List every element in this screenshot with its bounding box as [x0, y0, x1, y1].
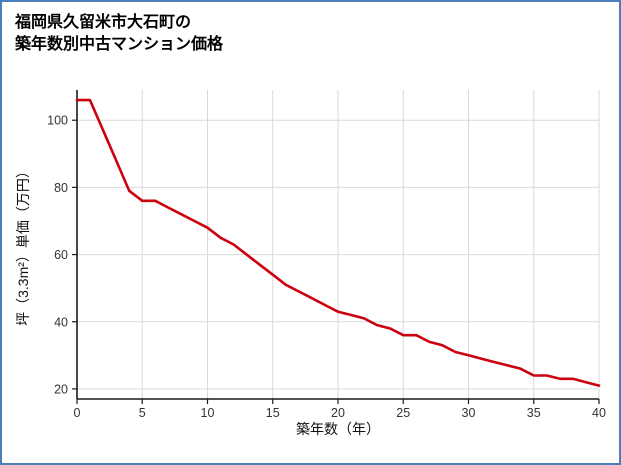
x-tick-label: 10	[201, 406, 215, 420]
x-tick-label: 30	[462, 406, 476, 420]
series-layer	[75, 98, 601, 387]
y-tick-label: 80	[54, 181, 68, 195]
y-tick-label: 60	[54, 248, 68, 262]
x-axis-title: 築年数（年）	[296, 421, 380, 437]
x-tick-label: 20	[331, 406, 345, 420]
chart-title-line2: 築年数別中古マンション価格	[15, 36, 224, 54]
x-tick-label: 0	[74, 406, 81, 420]
y-tick-label: 100	[47, 114, 68, 128]
x-tick-label: 5	[139, 406, 146, 420]
y-tick-label: 40	[54, 315, 68, 329]
chart-title-line1: 福岡県久留米市大石町の	[15, 14, 192, 31]
x-tick-label: 35	[527, 406, 541, 420]
y-axis-title: 坪（3.3m²）単価（万円）	[15, 164, 31, 326]
y-tick-label: 20	[54, 382, 68, 396]
x-tick-label: 15	[266, 406, 280, 420]
x-tick-label: 25	[396, 406, 410, 420]
x-tick-label: 40	[592, 406, 606, 420]
grid-layer	[77, 90, 600, 399]
label-layer: 築年数（年） 坪（3.3m²）単価（万円）	[15, 164, 380, 437]
chart-title: 福岡県久留米市大石町の 築年数別中古マンション価格	[15, 12, 223, 57]
price-line	[75, 98, 601, 387]
axis-layer: 0 5 10 15 20 25 30 35 40 20 40 60 80 100	[47, 90, 606, 420]
